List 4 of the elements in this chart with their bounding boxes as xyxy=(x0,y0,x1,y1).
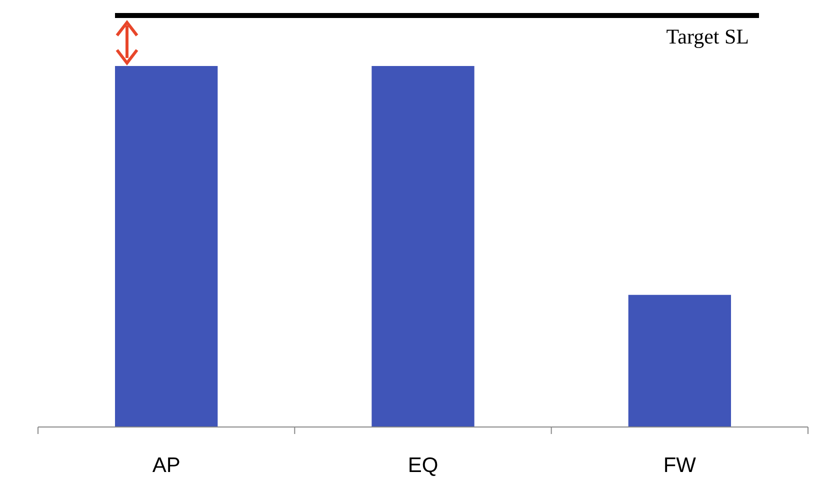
x-tick-label: AP xyxy=(152,454,180,477)
ref-line-label: Target SL xyxy=(666,24,749,48)
x-tick-label: FW xyxy=(663,454,696,477)
x-tick-label: EQ xyxy=(408,454,438,477)
